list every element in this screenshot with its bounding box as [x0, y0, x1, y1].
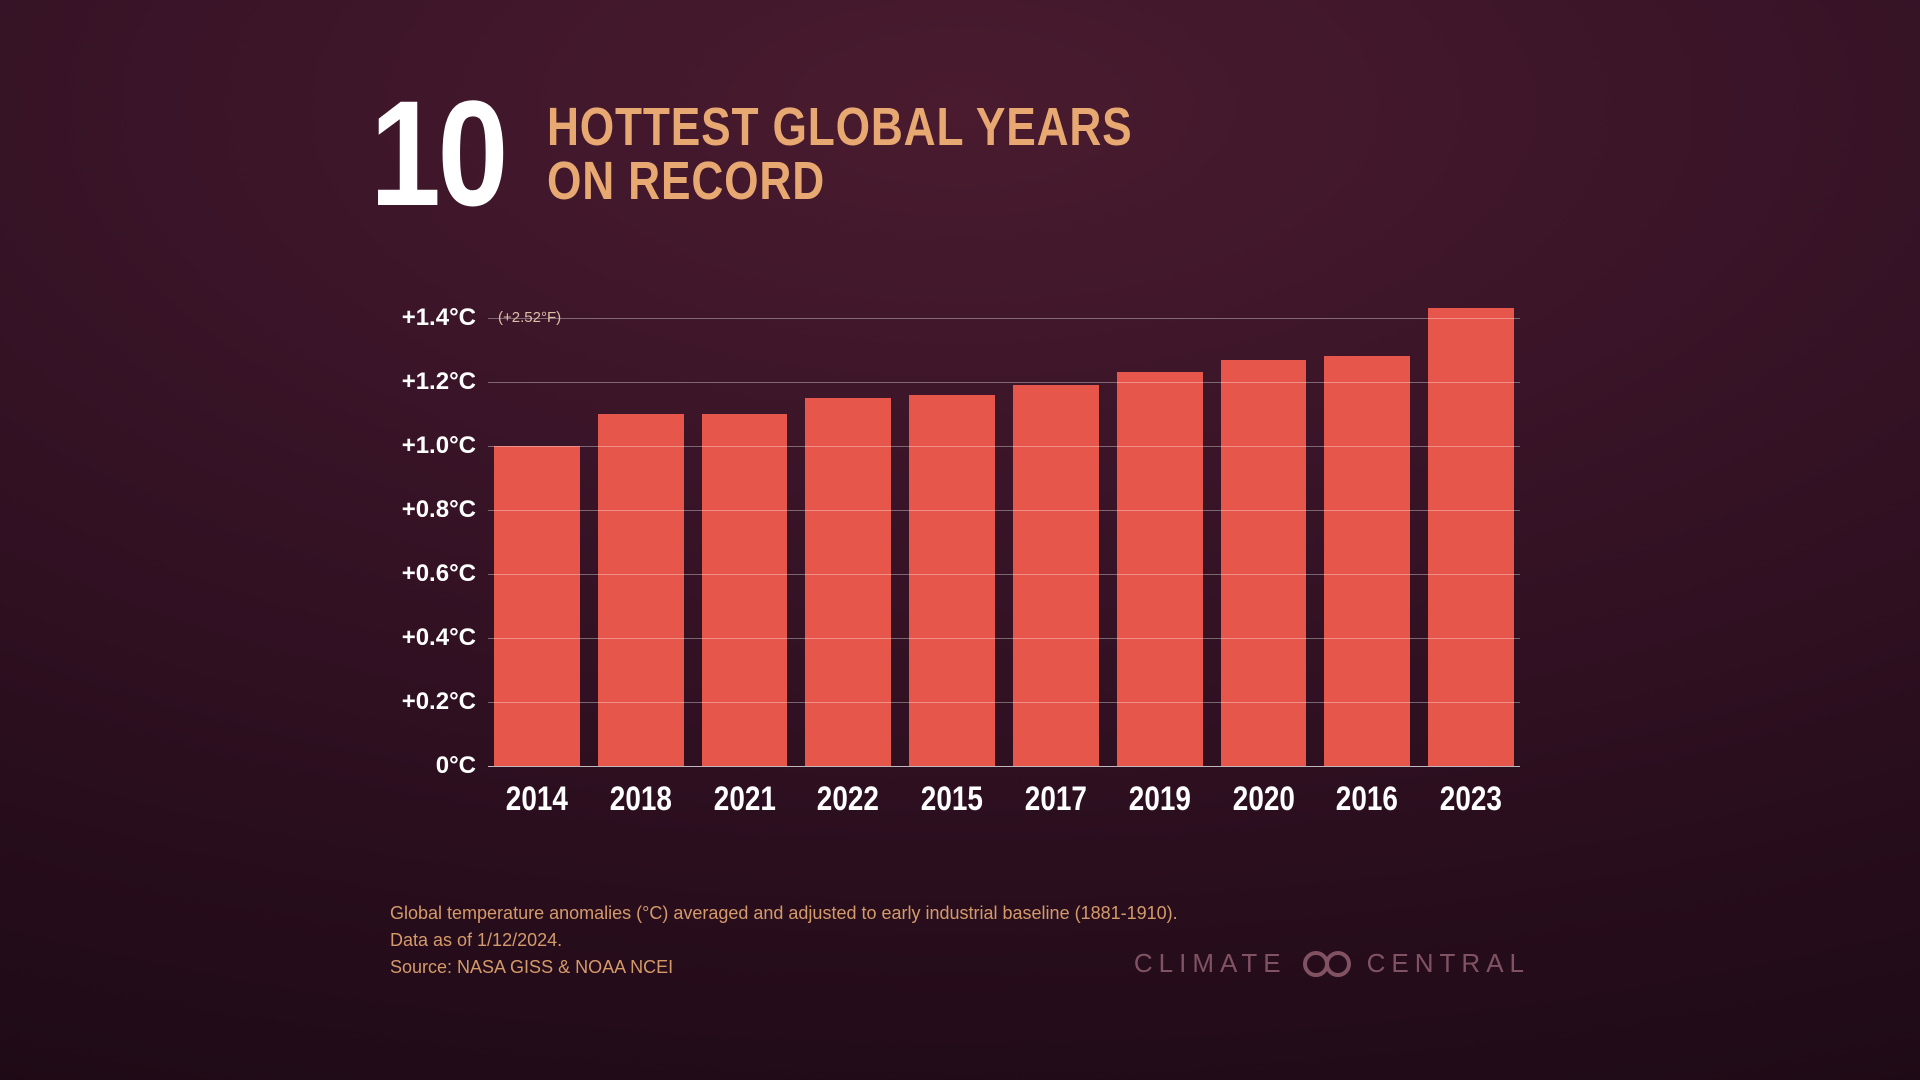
bar	[598, 414, 684, 766]
y-axis-tick-label: +1.4°C	[402, 304, 476, 332]
title-line-1: HOTTEST GLOBAL YEARS	[547, 100, 1133, 154]
footnote-line: Data as of 1/12/2024.	[390, 927, 1178, 954]
x-axis-tick-label: 2022	[817, 780, 879, 819]
fahrenheit-annotation: (+2.52°F)	[498, 309, 561, 326]
brand-logo: CLIMATE CENTRAL	[1134, 948, 1530, 979]
brand-right: CENTRAL	[1367, 948, 1530, 979]
bar	[702, 414, 788, 766]
gridline	[488, 702, 1520, 703]
bar	[1221, 360, 1307, 766]
x-axis-tick-label: 2019	[1129, 780, 1191, 819]
gridline	[488, 638, 1520, 639]
footnotes: Global temperature anomalies (°C) averag…	[390, 900, 1178, 981]
title-text: HOTTEST GLOBAL YEARS ON RECORD	[547, 100, 1261, 208]
y-axis-tick-label: +1.2°C	[402, 368, 476, 396]
bar-slot: 2015	[909, 286, 995, 766]
gridline	[488, 382, 1520, 383]
bar	[494, 446, 580, 766]
title-line-2: ON RECORD	[547, 154, 1133, 208]
bar	[1013, 385, 1099, 766]
x-axis-tick-label: 2020	[1232, 780, 1294, 819]
bar-slot: 2017	[1013, 286, 1099, 766]
bar-slot: 2019	[1117, 286, 1203, 766]
bar-slot: 2018	[598, 286, 684, 766]
bar	[1428, 308, 1514, 766]
bars-container: 2014201820212022201520172019202020162023	[488, 286, 1520, 766]
x-axis-tick-label: 2016	[1336, 780, 1398, 819]
bar-slot: 2020	[1221, 286, 1307, 766]
y-axis-tick-label: +0.8°C	[402, 496, 476, 524]
gridline	[488, 766, 1520, 767]
x-axis-tick-label: 2017	[1025, 780, 1087, 819]
footnote-line: Source: NASA GISS & NOAA NCEI	[390, 954, 1178, 981]
x-axis-tick-label: 2014	[506, 780, 568, 819]
chart-title: 10 HOTTEST GLOBAL YEARS ON RECORD	[370, 90, 1261, 218]
bar-chart: 2014201820212022201520172019202020162023…	[380, 286, 1520, 826]
gridline	[488, 574, 1520, 575]
x-axis-tick-label: 2018	[610, 780, 672, 819]
x-axis-tick-label: 2015	[921, 780, 983, 819]
x-axis-tick-label: 2021	[713, 780, 775, 819]
footnote-line: Global temperature anomalies (°C) averag…	[390, 900, 1178, 927]
bar	[805, 398, 891, 766]
y-axis-tick-label: +0.6°C	[402, 560, 476, 588]
plot-area: 2014201820212022201520172019202020162023…	[488, 286, 1520, 766]
infinity-icon	[1299, 949, 1355, 979]
bar-slot: 2023	[1428, 286, 1514, 766]
bar-slot: 2014	[494, 286, 580, 766]
x-axis-tick-label: 2023	[1440, 780, 1502, 819]
bar	[909, 395, 995, 766]
gridline	[488, 446, 1520, 447]
y-axis-tick-label: 0°C	[436, 752, 476, 780]
brand-left: CLIMATE	[1134, 948, 1287, 979]
gridline	[488, 318, 1520, 319]
bar-slot: 2021	[702, 286, 788, 766]
y-axis-tick-label: +0.2°C	[402, 688, 476, 716]
y-axis-tick-label: +1.0°C	[402, 432, 476, 460]
y-axis-tick-label: +0.4°C	[402, 624, 476, 652]
bar	[1324, 356, 1410, 766]
bar-slot: 2016	[1324, 286, 1410, 766]
gridline	[488, 510, 1520, 511]
bar	[1117, 372, 1203, 766]
title-number: 10	[370, 90, 505, 218]
bar-slot: 2022	[805, 286, 891, 766]
